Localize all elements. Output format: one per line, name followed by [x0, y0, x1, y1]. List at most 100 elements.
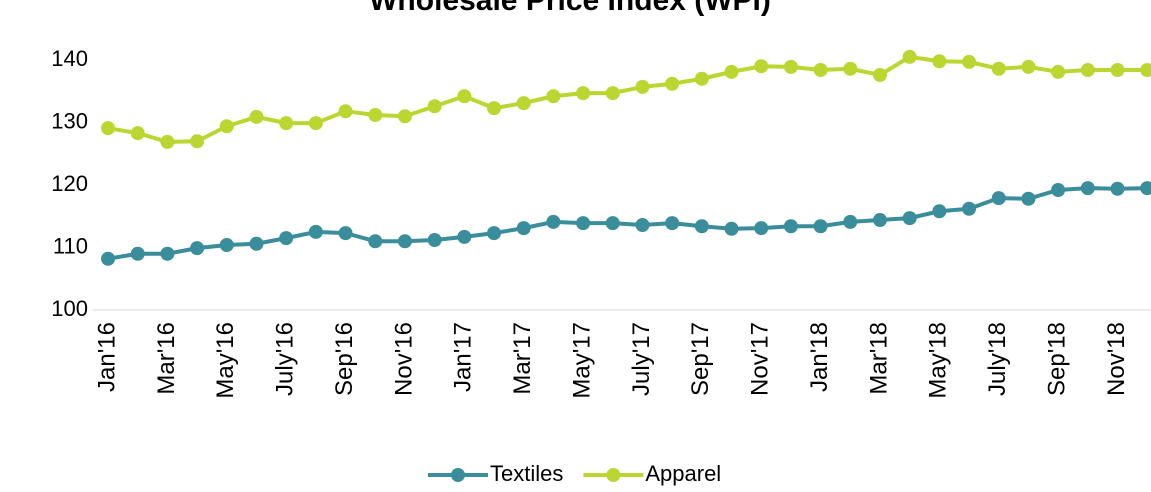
- data-point: [872, 213, 887, 227]
- data-point: [368, 108, 383, 122]
- data-point: [694, 219, 709, 234]
- data-point: [1140, 63, 1151, 77]
- data-point: [576, 216, 591, 231]
- data-point: [546, 214, 561, 229]
- y-tick-label: 100: [51, 296, 88, 321]
- data-point: [516, 96, 531, 111]
- data-point: [813, 63, 828, 77]
- data-point: [754, 221, 769, 236]
- data-point: [783, 59, 798, 74]
- data-point: [487, 226, 502, 241]
- data-point: [279, 231, 294, 246]
- data-point: [1080, 63, 1095, 77]
- data-point: [605, 216, 620, 231]
- x-tick-label: July'16: [272, 322, 299, 396]
- x-tick-label: May'17: [568, 322, 595, 399]
- y-tick-label: 130: [51, 108, 88, 133]
- data-point: [991, 61, 1006, 76]
- data-point: [1021, 191, 1036, 206]
- data-point: [991, 191, 1006, 206]
- data-point: [1110, 181, 1125, 196]
- data-point: [308, 224, 323, 239]
- x-tick-label: Nov'16: [390, 322, 417, 396]
- data-point: [457, 229, 472, 244]
- x-tick-label: July'17: [628, 322, 655, 396]
- data-point: [1080, 181, 1095, 196]
- data-point: [1021, 59, 1036, 74]
- data-point: [1051, 64, 1066, 79]
- series-line: [107, 186, 1148, 261]
- x-tick-label: Mar'16: [153, 322, 180, 395]
- data-point: [338, 104, 353, 119]
- x-tick-label: Jan'16: [93, 322, 120, 392]
- data-point: [813, 219, 828, 234]
- data-point: [190, 134, 205, 149]
- x-tick-label: May'16: [212, 322, 239, 399]
- data-point: [130, 246, 145, 261]
- data-point: [249, 236, 264, 251]
- legend-label: Textiles: [490, 461, 563, 486]
- data-point: [1051, 183, 1066, 197]
- data-point: [457, 89, 472, 104]
- data-point: [962, 54, 977, 69]
- data-point: [932, 54, 947, 69]
- data-point: [576, 86, 591, 101]
- data-point: [190, 241, 205, 256]
- data-point: [279, 116, 294, 131]
- data-point: [843, 214, 858, 229]
- data-point: [427, 99, 442, 114]
- y-tick-label: 110: [53, 233, 88, 258]
- x-tick-label: July'18: [984, 322, 1011, 396]
- data-point: [1140, 181, 1151, 196]
- data-point: [308, 116, 323, 131]
- data-point: [1110, 63, 1125, 77]
- data-point: [635, 218, 650, 232]
- data-point: [397, 109, 412, 124]
- data-point: [338, 226, 353, 241]
- data-point: [249, 109, 264, 124]
- x-tick-label: Jan'17: [450, 322, 477, 392]
- data-point: [160, 134, 175, 149]
- legend-item: Textiles: [428, 461, 563, 486]
- y-tick-label: 140: [51, 46, 88, 71]
- data-point: [635, 79, 650, 94]
- data-point: [160, 246, 175, 261]
- data-point: [843, 61, 858, 76]
- data-point: [902, 49, 917, 64]
- x-tick-label: Mar'17: [509, 322, 536, 395]
- data-point: [219, 119, 234, 134]
- data-point: [516, 221, 531, 236]
- x-tick-label: Nov'18: [1103, 322, 1130, 396]
- legend-marker: [451, 468, 465, 482]
- x-tick-label: Mar'18: [865, 322, 892, 395]
- legend-label: Apparel: [645, 461, 721, 486]
- y-tick-label: 120: [51, 171, 88, 196]
- data-point: [397, 234, 412, 249]
- legend-item: Apparel: [583, 461, 721, 486]
- data-point: [130, 126, 145, 141]
- data-point: [872, 68, 887, 82]
- data-point: [101, 251, 116, 266]
- x-tick-label: Nov'17: [747, 322, 774, 396]
- data-point: [724, 221, 739, 236]
- x-tick-label: Sep'17: [687, 322, 714, 396]
- data-point: [605, 86, 620, 101]
- data-point: [783, 219, 798, 234]
- data-point: [754, 59, 769, 74]
- data-point: [902, 211, 917, 226]
- x-tick-label: Sep'18: [1043, 322, 1070, 396]
- chart-title: Wholesale Price Index (WPI): [369, 0, 771, 17]
- data-point: [487, 101, 502, 116]
- x-tick-label: May'18: [925, 322, 952, 399]
- data-point: [724, 64, 739, 79]
- data-point: [101, 121, 116, 136]
- data-point: [932, 204, 947, 219]
- x-tick-label: Sep'16: [331, 322, 358, 396]
- x-tick-label: Jan'18: [806, 322, 833, 392]
- data-point: [219, 238, 234, 252]
- data-point: [368, 234, 383, 249]
- legend-marker: [606, 468, 621, 482]
- series-line: [107, 54, 1148, 144]
- data-point: [665, 216, 680, 231]
